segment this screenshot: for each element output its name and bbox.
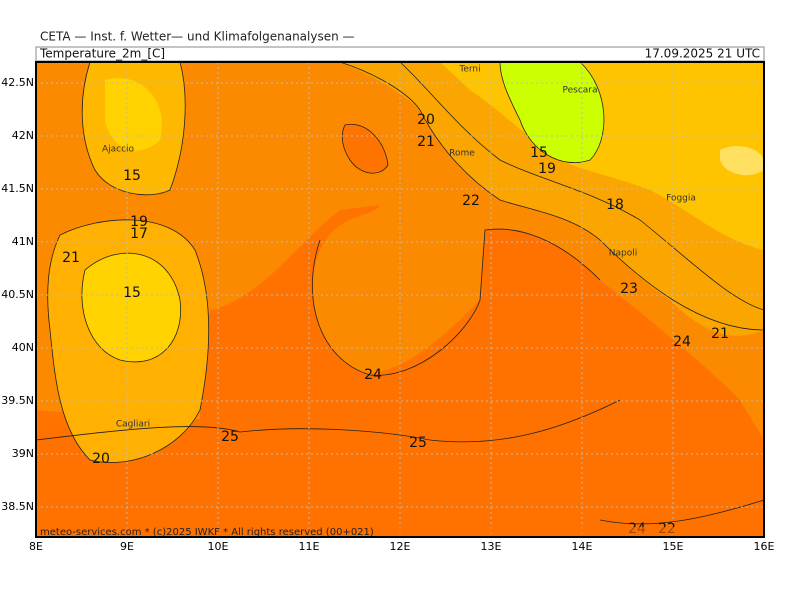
footer: meteo-services.com * (c)2025 IWKF * All … — [40, 527, 374, 538]
header-title: CETA — Inst. f. Wetter— und Klimafolgena… — [40, 30, 355, 44]
contour-label: 15 — [123, 168, 141, 184]
city-label: Foggia — [666, 194, 696, 204]
city-label: Cagliari — [116, 420, 150, 430]
isotherm — [47, 219, 210, 463]
lon-label: 10E — [208, 540, 229, 553]
valid-time: 17.09.2025 21 UTC — [645, 47, 760, 61]
lat-label: 41N — [12, 235, 34, 248]
contour-label: 15 — [530, 145, 548, 161]
isotherm — [399, 61, 765, 311]
lat-label: 42N — [12, 129, 34, 142]
sardinia-peak — [81, 253, 181, 362]
isotherm — [499, 61, 605, 163]
contour-label: 24 — [364, 367, 382, 383]
field-name: Temperature_2m_[C] — [39, 47, 165, 61]
contour-label: 21 — [417, 134, 435, 150]
contour-label: 21 — [62, 250, 80, 266]
lat-label: 38.5N — [1, 500, 34, 513]
map-area — [35, 61, 765, 538]
gargano — [720, 146, 765, 176]
contour-label: 19 — [130, 214, 148, 230]
city-label: Ajaccio — [102, 145, 135, 155]
contour-label: 15 — [123, 285, 141, 301]
city-label: Pescara — [562, 86, 597, 96]
contour-label: 17 — [130, 226, 148, 242]
lon-label: 9E — [120, 540, 134, 553]
city-label: Terni — [458, 65, 480, 75]
lat-label: 40.5N — [1, 288, 34, 301]
contour-label: 25 — [221, 429, 239, 445]
contour-label: 20 — [417, 112, 435, 128]
lon-label: 16E — [754, 540, 775, 553]
isotherm — [339, 61, 765, 331]
lon-label: 15E — [663, 540, 684, 553]
contour-label: 23 — [620, 281, 638, 297]
labels: 8E 9E 10E 11E 12E 13E 14E 15E 16E 42.5N 42N 41.5N 41… — [1, 65, 774, 554]
warm-patch — [342, 124, 388, 174]
footer-band — [36, 527, 764, 537]
contour-label: 25 — [409, 435, 427, 451]
lat-label: 42.5N — [1, 76, 34, 89]
mountain-cold — [500, 62, 604, 163]
contour-label: 18 — [606, 197, 624, 213]
isotherm — [35, 399, 621, 443]
lat-label: 40N — [12, 341, 34, 354]
city-label: Rome — [449, 149, 475, 159]
contour-label: 22 — [462, 193, 480, 209]
graticule — [36, 62, 764, 537]
contour-label: 19 — [538, 161, 556, 177]
isotherm — [312, 228, 601, 376]
lon-label: 13E — [481, 540, 502, 553]
isotherm — [81, 252, 182, 363]
contour-label: 20 — [92, 451, 110, 467]
lon-label: 8E — [29, 540, 43, 553]
lat-label: 39N — [12, 447, 34, 460]
lon-label: 14E — [572, 540, 593, 553]
contour-label: 21 — [711, 326, 729, 342]
lat-label: 39.5N — [1, 394, 34, 407]
contour-label: 24 — [673, 334, 691, 350]
lon-label: 11E — [299, 540, 320, 553]
corsica-peak — [105, 78, 162, 151]
city-label: Napoli — [609, 249, 637, 259]
isotherm — [81, 61, 186, 196]
lon-label: 12E — [390, 540, 411, 553]
isotherm — [341, 123, 389, 174]
lat-label: 41.5N — [1, 182, 34, 195]
map-frame — [35, 61, 765, 538]
